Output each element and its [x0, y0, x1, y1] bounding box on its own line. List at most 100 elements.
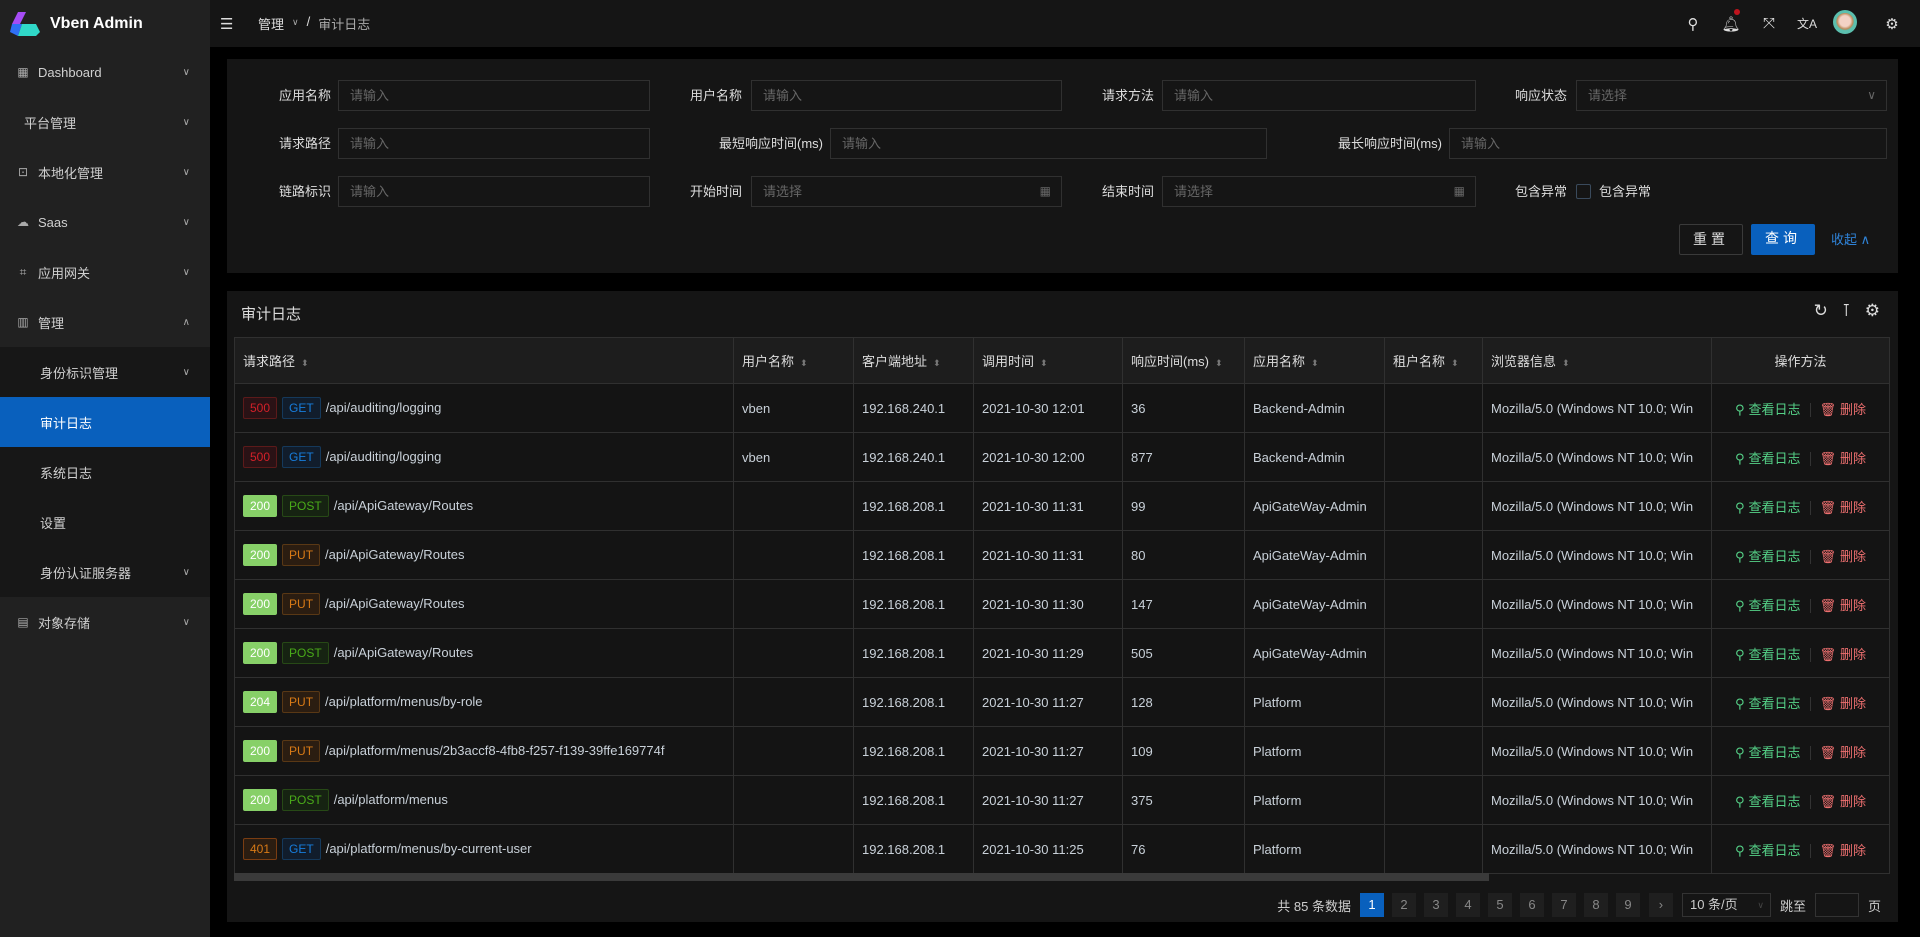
- sidebar-item-4[interactable]: ⌗ 应用网关 ∨: [0, 247, 210, 297]
- page-button[interactable]: 6: [1519, 893, 1544, 917]
- view-log-button[interactable]: ⚲ 查看日志: [1735, 500, 1801, 515]
- chevron-down-icon: ∨: [182, 166, 190, 178]
- page-button[interactable]: 5: [1487, 893, 1512, 917]
- delete-label: 删除: [1840, 695, 1867, 711]
- view-log-button[interactable]: ⚲ 查看日志: [1735, 549, 1801, 564]
- path-input[interactable]: 请输入: [338, 128, 650, 159]
- column-header[interactable]: 浏览器信息 ⬍: [1482, 337, 1712, 384]
- calendar-icon: ▦: [1039, 184, 1051, 198]
- view-log-button[interactable]: ⚲ 查看日志: [1735, 598, 1801, 613]
- horizontal-scrollbar[interactable]: [234, 873, 1489, 881]
- search-button[interactable]: 查询: [1751, 224, 1815, 255]
- page-button[interactable]: 4: [1455, 893, 1480, 917]
- gear-icon[interactable]: ⚙: [1885, 15, 1899, 33]
- bell-icon[interactable]: 🔔︎: [1712, 8, 1750, 33]
- view-log-button[interactable]: ⚲ 查看日志: [1735, 843, 1801, 858]
- method-input[interactable]: 请输入: [1162, 80, 1476, 111]
- status-select[interactable]: 请选择 ∨: [1576, 80, 1887, 111]
- logo[interactable]: Vben Admin: [0, 0, 210, 47]
- sort-icon[interactable]: ⬍: [933, 358, 941, 368]
- sort-icon[interactable]: ⬍: [1562, 358, 1570, 368]
- start-time-picker[interactable]: 请选择 ▦: [751, 176, 1062, 207]
- divider: [1809, 599, 1811, 614]
- cell-path: 200 POST/api/ApiGateway/Routes: [234, 628, 734, 678]
- has-exception-checkbox[interactable]: [1576, 184, 1591, 199]
- sidebar-item-10[interactable]: 身份认证服务器 ∨: [0, 547, 210, 597]
- delete-button[interactable]: 🗑︎ 删除: [1820, 500, 1867, 515]
- page-button[interactable]: 3: [1423, 893, 1448, 917]
- delete-button[interactable]: 🗑︎ 删除: [1820, 647, 1867, 662]
- refresh-icon[interactable]: ↻: [1813, 301, 1828, 320]
- chevron-down-icon: ∨: [1867, 88, 1876, 102]
- sidebar-item-7[interactable]: 审计日志: [0, 397, 210, 447]
- page-size-select[interactable]: 10 条/页 ∨: [1681, 893, 1771, 917]
- sort-icon[interactable]: ⬍: [1451, 358, 1459, 368]
- avatar[interactable]: [1826, 9, 1864, 38]
- sort-icon[interactable]: ⬍: [1040, 358, 1048, 368]
- max-time-input[interactable]: 请输入: [1449, 128, 1887, 159]
- page-button[interactable]: 8: [1583, 893, 1608, 917]
- jump-page-input[interactable]: [1814, 893, 1859, 917]
- sort-icon[interactable]: ⬍: [1311, 358, 1319, 368]
- view-log-button[interactable]: ⚲ 查看日志: [1735, 696, 1801, 711]
- sidebar-item-0[interactable]: ▦ Dashboard ∨: [0, 47, 210, 97]
- sidebar-item-2[interactable]: ⊡ 本地化管理 ∨: [0, 147, 210, 197]
- view-log-button[interactable]: ⚲ 查看日志: [1735, 402, 1801, 417]
- page-button[interactable]: 7: [1551, 893, 1576, 917]
- column-header[interactable]: 租户名称 ⬍: [1384, 337, 1483, 384]
- sidebar-item-1[interactable]: 平台管理 ∨: [0, 97, 210, 147]
- end-time-placeholder: 请选择: [1174, 184, 1214, 199]
- sidebar-item-11[interactable]: ▤ 对象存储 ∨: [0, 597, 210, 647]
- sidebar-item-8[interactable]: 系统日志: [0, 447, 210, 497]
- column-header[interactable]: 响应时间(ms) ⬍: [1122, 337, 1245, 384]
- delete-button[interactable]: 🗑︎ 删除: [1820, 549, 1867, 564]
- column-header[interactable]: 应用名称 ⬍: [1244, 337, 1385, 384]
- cell-path: 200 POST/api/ApiGateway/Routes: [234, 481, 734, 531]
- view-log-button[interactable]: ⚲ 查看日志: [1735, 647, 1801, 662]
- trash-icon: 🗑︎: [1819, 646, 1837, 662]
- column-header[interactable]: 请求路径 ⬍: [234, 337, 734, 384]
- status-badge: 200: [243, 593, 278, 615]
- delete-button[interactable]: 🗑︎ 删除: [1820, 843, 1867, 858]
- sort-icon[interactable]: ⬍: [301, 358, 309, 368]
- column-header[interactable]: 调用时间 ⬍: [973, 337, 1123, 384]
- menu-fold-icon[interactable]: ☰: [220, 15, 234, 33]
- breadcrumb-item-manage[interactable]: 管理: [258, 17, 285, 32]
- user-name-input[interactable]: 请输入: [751, 80, 1062, 111]
- trash-icon: 🗑︎: [1819, 842, 1837, 858]
- min-time-input[interactable]: 请输入: [830, 128, 1267, 159]
- delete-button[interactable]: 🗑︎ 删除: [1820, 402, 1867, 417]
- app-name-input[interactable]: 请输入: [338, 80, 650, 111]
- column-header[interactable]: 客户端地址 ⬍: [853, 337, 974, 384]
- delete-button[interactable]: 🗑︎ 删除: [1820, 451, 1867, 466]
- view-log-button[interactable]: ⚲ 查看日志: [1735, 794, 1801, 809]
- page-button[interactable]: 1: [1359, 893, 1384, 917]
- delete-button[interactable]: 🗑︎ 删除: [1820, 598, 1867, 613]
- sidebar-item-9[interactable]: 设置: [0, 497, 210, 547]
- view-log-button[interactable]: ⚲ 查看日志: [1735, 451, 1801, 466]
- label-status: 响应状态: [1514, 88, 1567, 103]
- sort-icon[interactable]: ⬍: [1215, 358, 1223, 368]
- sort-icon[interactable]: ⬍: [800, 358, 808, 368]
- delete-button[interactable]: 🗑︎ 删除: [1820, 696, 1867, 711]
- view-log-button[interactable]: ⚲ 查看日志: [1735, 745, 1801, 760]
- page-button[interactable]: 2: [1391, 893, 1416, 917]
- sidebar-item-3[interactable]: ☁ Saas ∨: [0, 197, 210, 247]
- end-time-picker[interactable]: 请选择 ▦: [1162, 176, 1476, 207]
- sidebar-item-6[interactable]: 身份标识管理 ∨: [0, 347, 210, 397]
- delete-button[interactable]: 🗑︎ 删除: [1820, 745, 1867, 760]
- settings-icon[interactable]: ⚙: [1864, 301, 1880, 320]
- column-header[interactable]: 用户名称 ⬍: [733, 337, 854, 384]
- search-icon[interactable]: ⚲: [1687, 15, 1699, 33]
- page-button[interactable]: 9: [1615, 893, 1640, 917]
- collapse-toggle[interactable]: 收起 ∧: [1831, 224, 1870, 255]
- checkbox-label[interactable]: 包含异常: [1599, 184, 1652, 199]
- next-page-button[interactable]: ›: [1648, 893, 1673, 917]
- fullscreen-icon[interactable]: ⤧: [1762, 15, 1775, 32]
- sidebar-item-5[interactable]: ▥ 管理 ∧: [0, 297, 210, 347]
- trace-input[interactable]: 请输入: [338, 176, 650, 207]
- delete-button[interactable]: 🗑︎ 删除: [1820, 794, 1867, 809]
- reset-button[interactable]: 重置: [1679, 224, 1743, 255]
- column-height-icon[interactable]: ⊺: [1841, 301, 1851, 320]
- translate-icon[interactable]: 文A: [1796, 17, 1817, 31]
